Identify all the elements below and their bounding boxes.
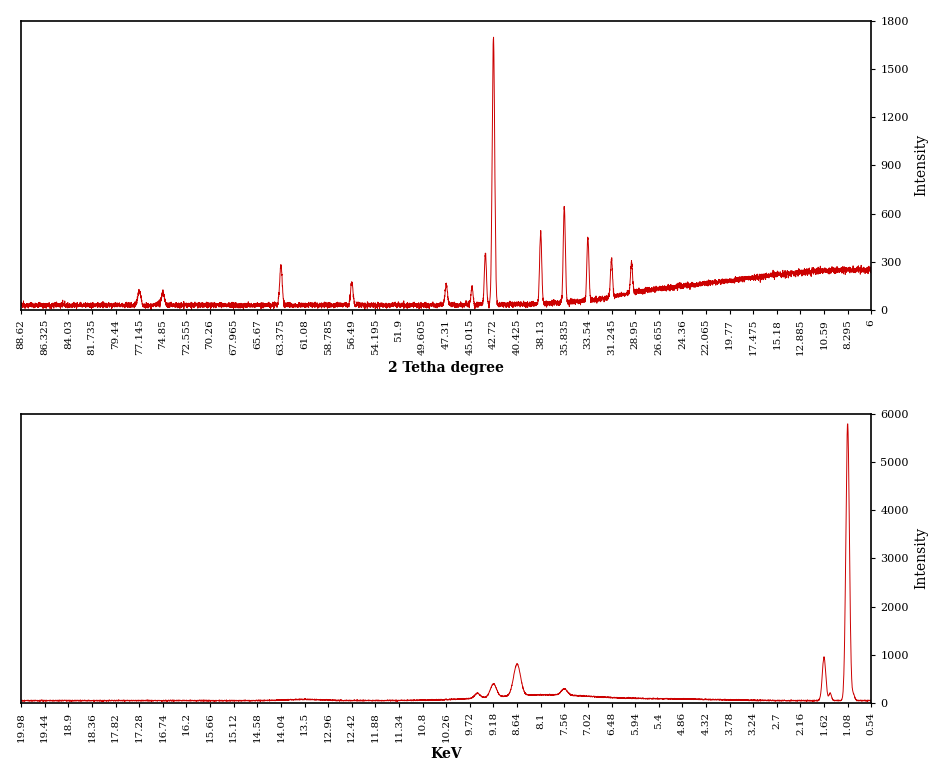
- Y-axis label: Intensity: Intensity: [914, 135, 927, 196]
- X-axis label: KeV: KeV: [430, 748, 462, 762]
- X-axis label: 2 Tetha degree: 2 Tetha degree: [388, 361, 503, 375]
- Y-axis label: Intensity: Intensity: [914, 527, 927, 590]
